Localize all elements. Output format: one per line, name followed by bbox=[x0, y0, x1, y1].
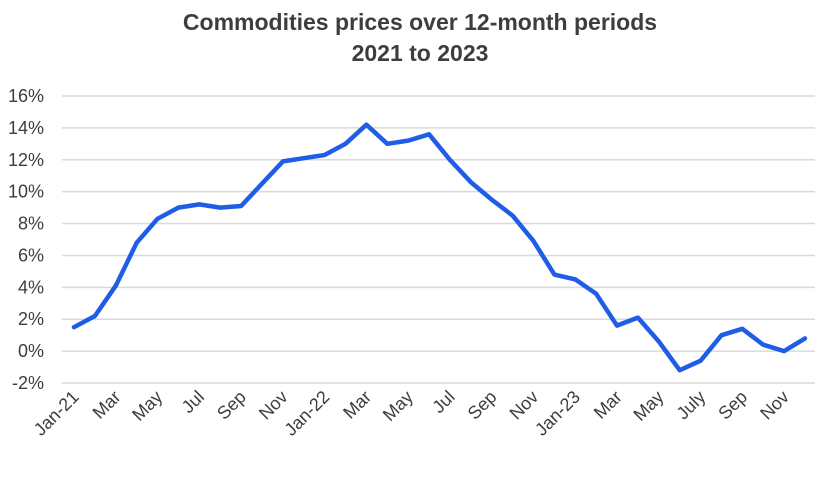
series-line bbox=[74, 125, 805, 371]
y-tick-label: 12% bbox=[8, 150, 44, 170]
chart-subtitle: 2021 to 2023 bbox=[352, 40, 489, 66]
x-tick-label: Jan-21 bbox=[30, 387, 83, 440]
series-group bbox=[74, 125, 805, 371]
x-tick-label: Sep bbox=[464, 387, 501, 424]
y-tick-label: 10% bbox=[8, 182, 44, 202]
x-tick-label: Mar bbox=[339, 387, 375, 423]
x-tick-label: May bbox=[128, 387, 166, 425]
x-tick-label: Jul bbox=[178, 387, 208, 417]
y-tick-label: 14% bbox=[8, 118, 44, 138]
x-tick-label: Nov bbox=[255, 387, 292, 424]
x-tick-label: Sep bbox=[714, 387, 751, 424]
y-tick-label: 2% bbox=[18, 309, 44, 329]
x-tick-label: Jan-23 bbox=[531, 387, 584, 440]
chart-title: Commodities prices over 12-month periods bbox=[183, 9, 657, 35]
x-tick-label: Jan-22 bbox=[280, 387, 333, 440]
x-tick-label: Nov bbox=[506, 387, 543, 424]
y-tick-label: 0% bbox=[18, 341, 44, 361]
x-tick-label: Sep bbox=[213, 387, 250, 424]
y-tick-label: 4% bbox=[18, 277, 44, 297]
x-tick-label: Jul bbox=[428, 387, 458, 417]
y-tick-label: -2% bbox=[12, 373, 44, 393]
y-axis: 16% 14% 12% 10% 8% 6% 4% 2% 0% -2% bbox=[8, 86, 44, 393]
x-tick-label: July bbox=[673, 387, 710, 424]
x-tick-label: Mar bbox=[89, 387, 125, 423]
x-tick-label: Nov bbox=[756, 387, 793, 424]
y-tick-label: 16% bbox=[8, 86, 44, 106]
x-tick-label: May bbox=[379, 387, 417, 425]
gridlines bbox=[62, 96, 815, 383]
y-tick-label: 8% bbox=[18, 214, 44, 234]
y-tick-label: 6% bbox=[18, 245, 44, 265]
x-tick-label: Mar bbox=[590, 387, 626, 423]
x-tick-label: May bbox=[629, 387, 667, 425]
